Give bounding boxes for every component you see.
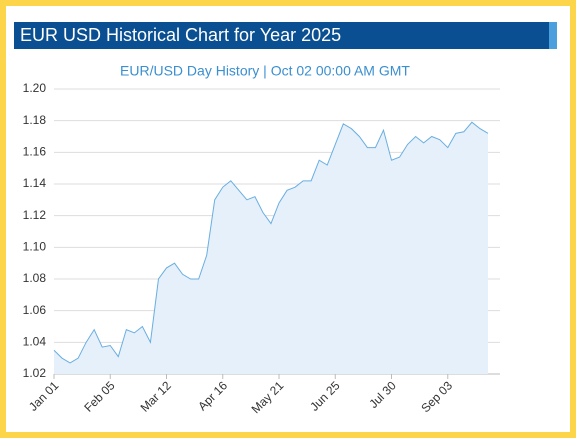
- header-bar: EUR USD Historical Chart for Year 2025: [14, 22, 557, 49]
- chart-subtitle: EUR/USD Day History | Oct 02 00:00 AM GM…: [120, 63, 410, 79]
- x-tick-label: Feb 05: [81, 378, 118, 415]
- price-line: [53, 121, 489, 364]
- y-tick-label: 1.10: [23, 240, 47, 254]
- y-tick-label: 1.12: [23, 208, 47, 222]
- y-tick-label: 1.02: [23, 366, 47, 380]
- area-fill: [54, 122, 488, 374]
- y-tick-label: 1.14: [23, 176, 47, 190]
- x-tick-label: Jul 30: [366, 378, 399, 411]
- x-tick-label: Jan 01: [26, 378, 62, 414]
- y-tick-label: 1.18: [23, 113, 47, 127]
- y-tick-label: 1.16: [23, 145, 47, 159]
- y-tick-label: 1.04: [23, 335, 47, 349]
- y-tick-label: 1.20: [23, 81, 47, 95]
- header-accent: [549, 22, 557, 49]
- x-tick-label: Sep 03: [418, 378, 455, 415]
- y-tick-label: 1.06: [23, 303, 47, 317]
- x-tick-label: May 21: [249, 378, 287, 416]
- y-tick-label: 1.08: [23, 271, 47, 285]
- x-tick-label: Mar 12: [138, 378, 175, 415]
- x-tick-label: Jun 25: [307, 378, 343, 414]
- header-title: EUR USD Historical Chart for Year 2025: [20, 25, 342, 45]
- x-tick-label: Apr 16: [195, 378, 230, 413]
